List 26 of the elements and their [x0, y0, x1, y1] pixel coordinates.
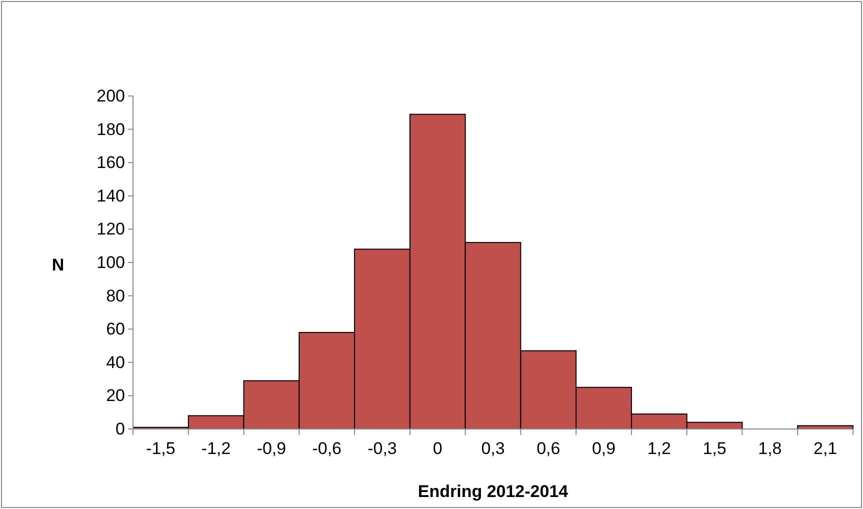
- y-tick-label: 0: [116, 419, 125, 438]
- x-tick-label: 0: [432, 439, 442, 458]
- x-tick-label: 0,6: [536, 439, 560, 458]
- y-tick-label: 40: [106, 352, 125, 372]
- x-axis-title: Endring 2012-2014: [418, 482, 569, 501]
- y-tick-label: 120: [96, 220, 125, 239]
- x-tick-label: 0,3: [481, 439, 505, 458]
- y-tick-label: 60: [106, 320, 125, 339]
- y-tick-label: 80: [106, 286, 125, 306]
- y-tick-label: 160: [96, 153, 125, 172]
- y-tick-label: 100: [96, 252, 125, 272]
- x-tick-label: 1,2: [647, 439, 671, 458]
- x-tick-label: 1,5: [702, 439, 726, 458]
- x-tick-label: -0,6: [312, 439, 342, 458]
- y-tick-label: 180: [96, 120, 125, 139]
- x-tick-label: -1,5: [146, 439, 176, 458]
- x-tick-label: 1,8: [758, 439, 782, 458]
- y-axis-title: N: [52, 256, 64, 274]
- x-tick-label: -0,3: [368, 439, 397, 458]
- x-tick-label: 0,9: [592, 439, 616, 458]
- x-tick-label: 2,1: [813, 439, 838, 458]
- y-tick-label: 140: [96, 186, 125, 206]
- y-tick-label: 20: [106, 386, 125, 406]
- x-tick-label: -1,2: [201, 439, 231, 458]
- y-tick-label: 200: [96, 86, 125, 106]
- x-tick-label: -0,9: [256, 439, 286, 458]
